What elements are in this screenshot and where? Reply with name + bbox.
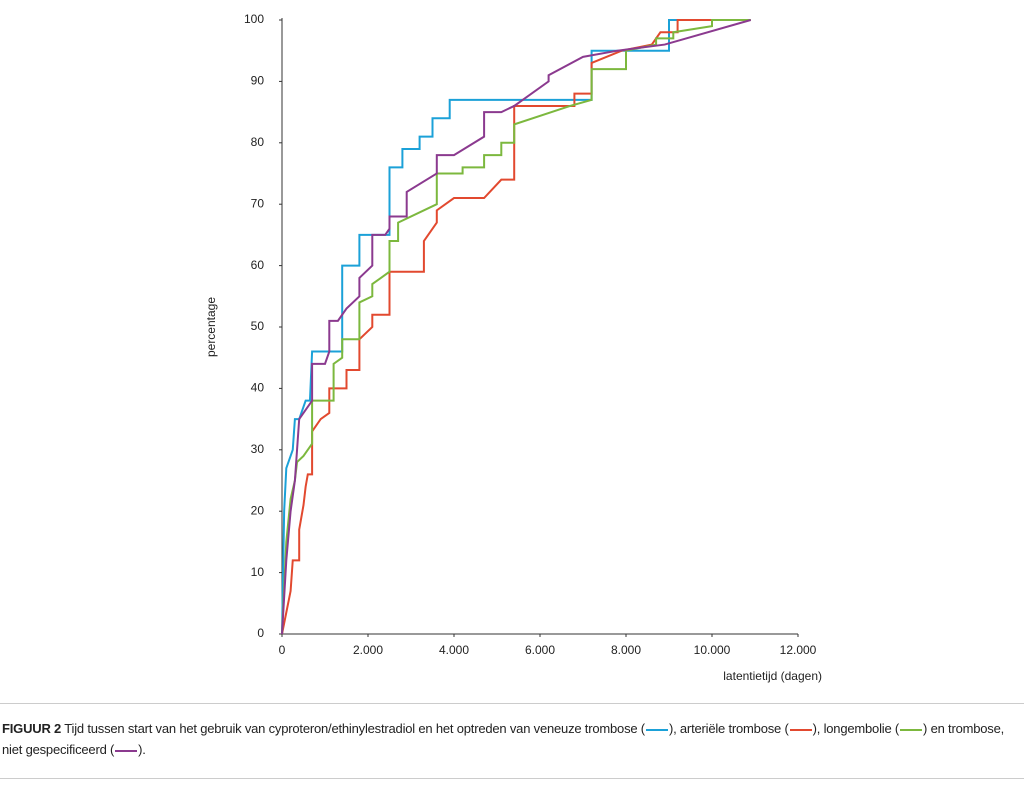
x-tick-label: 4.000	[439, 643, 469, 657]
caption-text: ) en trombose, niet gespecificeerd (	[2, 721, 1005, 757]
series-line	[281, 19, 751, 635]
x-tick-label: 6.000	[525, 643, 555, 657]
series-line	[281, 19, 751, 635]
y-tick-label: 20	[251, 503, 265, 517]
caption-swatch	[645, 728, 668, 731]
x-tick-label: 10.000	[694, 643, 731, 657]
caption-text: ).	[138, 742, 146, 757]
x-tick-label: 8.000	[611, 643, 641, 657]
y-tick-label: 100	[244, 12, 264, 26]
series-line	[281, 19, 751, 635]
y-axis-label: percentage	[204, 297, 218, 357]
x-tick-label: 2.000	[353, 643, 383, 657]
y-tick-label: 80	[251, 135, 265, 149]
y-tick-label: 90	[251, 74, 265, 88]
caption-swatch	[115, 749, 138, 752]
caption-text: ), arteriële trombose (	[668, 721, 789, 736]
y-tick-label: 10	[251, 565, 265, 579]
series-line	[281, 19, 751, 635]
y-tick-label: 70	[251, 196, 265, 210]
caption-swatch	[789, 728, 812, 731]
y-tick-label: 30	[251, 442, 265, 456]
caption-swatch	[900, 728, 923, 731]
y-tick-label: 60	[251, 258, 265, 272]
x-tick-label: 0	[279, 643, 286, 657]
chart: percentage latentietijd (dagen) 0 10 20 30 4…	[204, 12, 822, 683]
y-tick-label: 0	[257, 626, 264, 640]
y-tick-label: 50	[251, 319, 265, 333]
caption-text: Tijd tussen start van het gebruik van cy…	[64, 721, 645, 736]
caption-label: FIGUUR 2	[2, 721, 62, 736]
y-tick-label: 40	[251, 381, 265, 395]
x-tick-label: 12.000	[780, 643, 817, 657]
caption: FIGUUR 2 Tijd tussen start van het gebru…	[0, 703, 1024, 779]
x-axis-label: latentietijd (dagen)	[723, 669, 822, 683]
caption-text: ), longembolie (	[812, 721, 900, 736]
